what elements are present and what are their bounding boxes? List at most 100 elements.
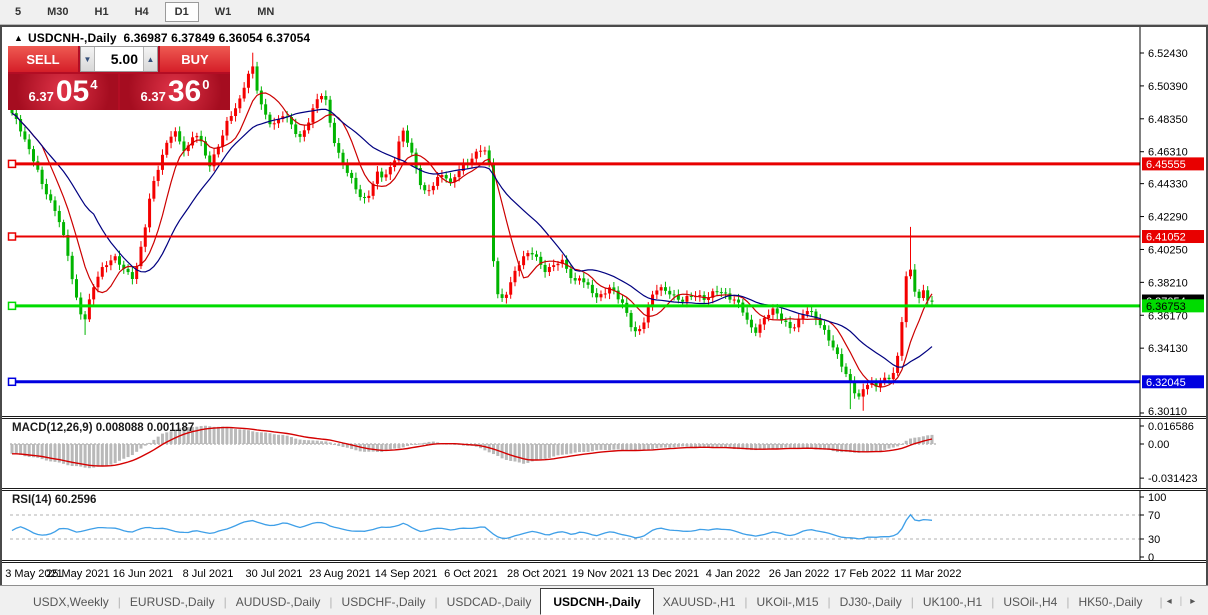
chart-tab-uk100-h1[interactable]: UK100-,H1 xyxy=(922,594,983,609)
horizontal-line-6.32045[interactable] xyxy=(7,377,1141,387)
timeframe-button-w1[interactable]: W1 xyxy=(205,2,242,22)
svg-text:6.36170: 6.36170 xyxy=(1148,310,1188,322)
macd-name: MACD(12,26,9) xyxy=(12,422,93,434)
rsi-panel: 100 70 30 0 RSI(14) 60.2596 xyxy=(2,491,1206,564)
rsi-line xyxy=(11,513,933,540)
rsi-label: RSI(14) 60.2596 xyxy=(12,494,96,506)
candlestick-chart-canvas[interactable]: 6.52430 6.50390 6.48350 6.46310 6.44330 6.422… xyxy=(2,27,1206,418)
rsi-axis-label: 0 xyxy=(1148,552,1154,564)
sell-price-prefix: 6.37 xyxy=(28,89,54,104)
ohlc-open: 6.36987 xyxy=(123,31,168,45)
symbol-label: USDCNH-,Daily xyxy=(28,31,117,45)
timeframe-button-h4[interactable]: H4 xyxy=(125,2,159,22)
date-tick-label: 8 Jul 2021 xyxy=(183,568,234,580)
buy-price-prefix: 6.37 xyxy=(140,89,166,104)
date-tick-label: 17 Feb 2022 xyxy=(834,568,896,580)
horizontal-line-6.45555[interactable] xyxy=(7,159,1141,169)
tab-separator: | xyxy=(910,594,914,609)
chart-tab-ukoil-m15[interactable]: UKOil-,M15 xyxy=(756,594,819,609)
sell-price-tile[interactable]: 6.37 05 4 xyxy=(8,74,118,110)
chart-tab-eurusd-daily[interactable]: EURUSD-,Daily xyxy=(129,594,215,609)
tab-separator: | xyxy=(1159,594,1163,609)
svg-text:6.50390: 6.50390 xyxy=(1148,81,1188,93)
svg-text:6.36753: 6.36753 xyxy=(1146,301,1186,313)
sell-button[interactable]: SELL xyxy=(8,46,78,72)
tab-separator: | xyxy=(827,594,831,609)
macd-value-signal: 0.001187 xyxy=(146,422,195,434)
svg-text:6.30110: 6.30110 xyxy=(1148,406,1187,418)
tab-separator: | xyxy=(329,594,333,609)
macd-axis-label: -0.031423 xyxy=(1148,473,1198,485)
date-tick-label: 11 Mar 2022 xyxy=(901,568,962,580)
timeframe-button-m30[interactable]: M30 xyxy=(37,2,78,22)
volume-stepper: ▼ ▲ xyxy=(80,46,158,72)
chart-tab-hk50-daily[interactable]: HK50-,Daily xyxy=(1078,594,1143,609)
chart-tab-audusd-daily[interactable]: AUDUSD-,Daily xyxy=(235,594,321,609)
panel-divider xyxy=(2,560,1206,563)
tab-separator: | xyxy=(744,594,748,609)
macd-label: MACD(12,26,9) 0.008088 0.001187 xyxy=(12,422,194,434)
date-tick-label: 6 Oct 2021 xyxy=(444,568,498,580)
svg-text:6.48350: 6.48350 xyxy=(1148,114,1188,126)
chart-tab-usdx-weekly[interactable]: USDX,Weekly xyxy=(33,594,109,609)
collapse-icon[interactable]: ▲ xyxy=(14,33,24,43)
volume-input[interactable] xyxy=(95,47,143,71)
moving-average xyxy=(11,92,933,388)
line-price-label-6.45555: 6.45555 xyxy=(1142,157,1204,171)
panel-divider[interactable] xyxy=(2,416,1206,419)
macd-signal-line xyxy=(12,426,933,467)
svg-text:6.42290: 6.42290 xyxy=(1148,212,1188,224)
chart-tab-usoil-h4[interactable]: USOil-,H4 xyxy=(1003,594,1058,609)
tab-separator: | xyxy=(434,594,438,609)
date-tick-label: 13 Dec 2021 xyxy=(637,568,699,580)
date-tick-label: 30 Jul 2021 xyxy=(246,568,303,580)
panel-divider[interactable] xyxy=(2,488,1206,491)
macd-axis-label: 0.016586 xyxy=(1148,421,1194,433)
date-tick-label: 16 Jun 2021 xyxy=(113,568,174,580)
volume-decrease-button[interactable]: ▼ xyxy=(81,47,95,71)
buy-button[interactable]: BUY xyxy=(160,46,230,72)
buy-price-sup: 0 xyxy=(202,77,210,92)
macd-axis-label: 0.00 xyxy=(1148,439,1169,451)
svg-text:6.46310: 6.46310 xyxy=(1148,147,1188,159)
buy-price-big: 36 xyxy=(167,75,202,108)
svg-text:6.40250: 6.40250 xyxy=(1148,244,1188,256)
chart-tab-dj30-daily[interactable]: DJ30-,Daily xyxy=(839,594,902,609)
chart-tab-usdcnh-daily[interactable]: USDCNH-,Daily xyxy=(540,588,654,615)
rsi-axis-label: 30 xyxy=(1148,534,1160,546)
price-axis-ticks: 6.52430 6.50390 6.48350 6.46310 6.44330 6.422… xyxy=(1140,48,1188,418)
horizontal-line-6.36753[interactable] xyxy=(7,301,1141,311)
date-tick-label: 25 May 2021 xyxy=(46,568,110,580)
timeframe-button-mn[interactable]: MN xyxy=(247,2,284,22)
chart-tab-usdcad-daily[interactable]: USDCAD-,Daily xyxy=(446,594,532,609)
timeframe-button-d1[interactable]: D1 xyxy=(164,2,199,22)
date-axis: 3 May 2021 25 May 2021 16 Jun 2021 8 Jul 20… xyxy=(2,563,1206,585)
horizontal-line-6.41052[interactable] xyxy=(7,232,1141,241)
chart-tab-usdchf-daily[interactable]: USDCHF-,Daily xyxy=(341,594,426,609)
line-price-label-6.36753: 6.36753 xyxy=(1142,299,1204,313)
svg-text:6.45555: 6.45555 xyxy=(1146,159,1186,171)
rsi-axis-label: 70 xyxy=(1148,510,1160,522)
ohlc-high: 6.37849 xyxy=(171,31,216,45)
rsi-axis-label: 100 xyxy=(1148,492,1166,504)
date-tick-label: 28 Oct 2021 xyxy=(507,568,567,580)
volume-increase-button[interactable]: ▲ xyxy=(143,47,157,71)
chart-title: ▲ USDCNH-,Daily 6.36987 6.37849 6.36054 6… xyxy=(14,31,310,45)
tab-separator: | xyxy=(1066,594,1070,609)
tab-separator: | xyxy=(117,594,121,609)
timeframe-button-h1[interactable]: H1 xyxy=(85,2,119,22)
chart-window: 6.52430 6.50390 6.48350 6.46310 6.44330 6.422… xyxy=(0,25,1208,585)
timeframe-toolbar: 5 M30 H1 H4 D1 W1 MN xyxy=(0,0,1208,25)
chart-tab-xauusd-h1[interactable]: XAUUSD-,H1 xyxy=(662,594,736,609)
tabs-scroll-right[interactable]: ▸ xyxy=(1190,596,1196,607)
svg-text:6.41052: 6.41052 xyxy=(1146,232,1186,244)
timeframe-button-5[interactable]: 5 xyxy=(5,2,31,22)
date-tick-label: 26 Jan 2022 xyxy=(769,568,830,580)
line-price-label-6.32045: 6.32045 xyxy=(1142,375,1204,389)
buy-price-tile[interactable]: 6.37 36 0 xyxy=(120,74,230,110)
tabs-scroll-left[interactable]: ◂ xyxy=(1166,596,1172,607)
tab-separator: | xyxy=(223,594,227,609)
one-click-trade-panel: SELL ▼ ▲ BUY 6.37 05 4 6.37 36 0 xyxy=(8,46,230,110)
svg-text:6.38210: 6.38210 xyxy=(1148,277,1188,289)
